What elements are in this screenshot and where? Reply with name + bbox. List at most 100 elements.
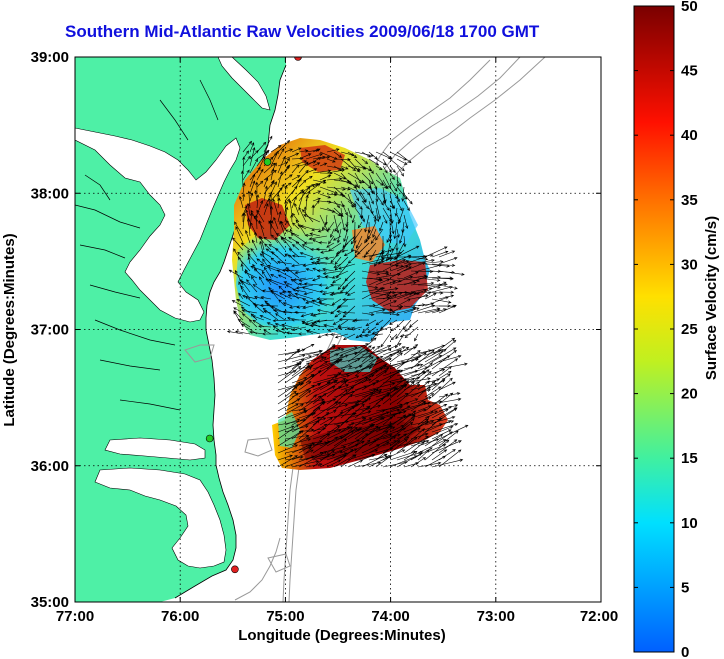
velocity-arrow: [336, 298, 349, 309]
velocity-arrow: [340, 405, 356, 419]
velocity-arrow: [396, 436, 418, 454]
velocity-arrow: [291, 344, 315, 356]
velocity-arrow: [270, 168, 275, 181]
velocity-arrow: [319, 411, 344, 433]
velocity-arrow: [292, 288, 307, 293]
velocity-arrow: [438, 290, 455, 294]
velocity-arrow: [331, 298, 342, 306]
hf-radar-station: [205, 434, 214, 443]
velocity-arrow: [361, 411, 390, 426]
velocity-arrow: [389, 263, 413, 272]
velocity-arrow: [312, 162, 321, 167]
velocity-arrow: [318, 283, 328, 287]
velocity-arrow: [431, 285, 453, 293]
velocity-arrow: [438, 257, 458, 265]
velocity-arrow: [438, 294, 455, 300]
velocity-arrow: [368, 165, 374, 175]
velocity-arrow: [253, 231, 258, 244]
velocity-arrow: [410, 281, 435, 286]
velocity-arrow: [364, 214, 370, 233]
velocity-arrow: [291, 383, 321, 398]
colorbar-tick-label: 0: [681, 644, 689, 659]
velocity-arrow: [235, 226, 244, 244]
velocity-arrow: [403, 398, 419, 405]
velocity-arrow: [375, 193, 384, 206]
velocity-arrow: [287, 294, 307, 300]
velocity-arrow: [396, 151, 412, 164]
velocity-arrow: [368, 248, 395, 258]
velocity-arrow: [340, 385, 368, 398]
y-tick-labels: 39:00 38:00 37:00 36:00 35:00: [31, 49, 69, 611]
velocity-arrow: [382, 277, 402, 283]
velocity-arrow: [232, 237, 244, 251]
velocity-arrow: [350, 326, 363, 331]
velocity-arrow: [431, 349, 457, 370]
velocity-arrow: [354, 405, 371, 419]
velocity-arrow: [313, 261, 328, 265]
velocity-arrow: [299, 252, 314, 258]
velocity-arrow: [389, 158, 405, 172]
velocity-arrow: [333, 157, 351, 162]
velocity-arrow: [424, 292, 437, 300]
velocity-arrow: [382, 403, 403, 412]
velocity-arrow: [305, 175, 313, 181]
velocity-arrow: [375, 172, 388, 190]
velocity-arrow: [424, 246, 448, 258]
velocity-arrow: [396, 350, 421, 370]
velocity-arrow: [438, 392, 454, 405]
velocity-arrow: [347, 363, 375, 377]
velocity-arrow: [250, 265, 265, 272]
velocity-arrow: [361, 453, 388, 468]
velocity-arrow: [305, 417, 327, 426]
velocity-arrow: [285, 267, 300, 279]
velocity-arrow: [353, 318, 370, 322]
velocity-arrow: [242, 193, 246, 202]
velocity-arrow: [357, 221, 363, 229]
velocity-arrow: [424, 434, 444, 447]
velocity-arrow: [298, 282, 307, 286]
velocity-arrow: [361, 284, 379, 289]
velocity-arrow: [334, 256, 349, 271]
velocity-arrow: [365, 319, 377, 326]
velocity-arrow: [305, 433, 331, 454]
velocity-arrow: [326, 347, 342, 356]
velocity-arrow: [361, 345, 381, 363]
velocity-arrow: [277, 156, 286, 174]
velocity-arrow: [251, 315, 265, 321]
velocity-arrow: [438, 392, 461, 398]
velocity-arrow: [396, 371, 426, 384]
velocity-arrow: [237, 251, 244, 258]
velocity-arrow: [305, 401, 326, 419]
velocity-arrow: [389, 376, 421, 384]
velocity-arrow: [303, 214, 321, 223]
velocity-arrow: [390, 333, 398, 341]
velocity-arrow: [396, 383, 421, 405]
velocity-arrow: [382, 158, 392, 173]
velocity-arrow: [389, 402, 410, 412]
velocity-arrow: [323, 323, 335, 328]
velocity-arrow: [305, 381, 331, 398]
velocity-arrow: [424, 281, 447, 293]
velocity-arrow: [316, 297, 335, 301]
velocity-arrow: [346, 291, 356, 296]
velocity-arrow: [431, 449, 448, 461]
velocity-arrow: [226, 330, 244, 335]
velocity-arrow: [271, 251, 286, 265]
velocity-arrow: [326, 430, 354, 447]
velocity-arrow: [272, 198, 279, 216]
velocity-arrow: [382, 349, 402, 363]
velocity-arrow: [284, 365, 311, 384]
velocity-arrow: [263, 266, 272, 279]
velocity-arrow: [284, 455, 315, 468]
velocity-arrow: [231, 300, 244, 307]
velocity-arrow: [396, 346, 410, 356]
colorbar-tick-label: 45: [681, 63, 698, 80]
velocity-arrow: [317, 228, 328, 233]
velocity-arrow: [333, 263, 342, 268]
x-tick-label: 74:00: [371, 608, 409, 625]
velocity-arrow: [386, 235, 391, 244]
velocity-arrow: [337, 277, 349, 291]
velocity-arrow: [375, 343, 402, 356]
velocity-arrow: [319, 379, 339, 391]
velocity-arrow: [291, 355, 312, 363]
